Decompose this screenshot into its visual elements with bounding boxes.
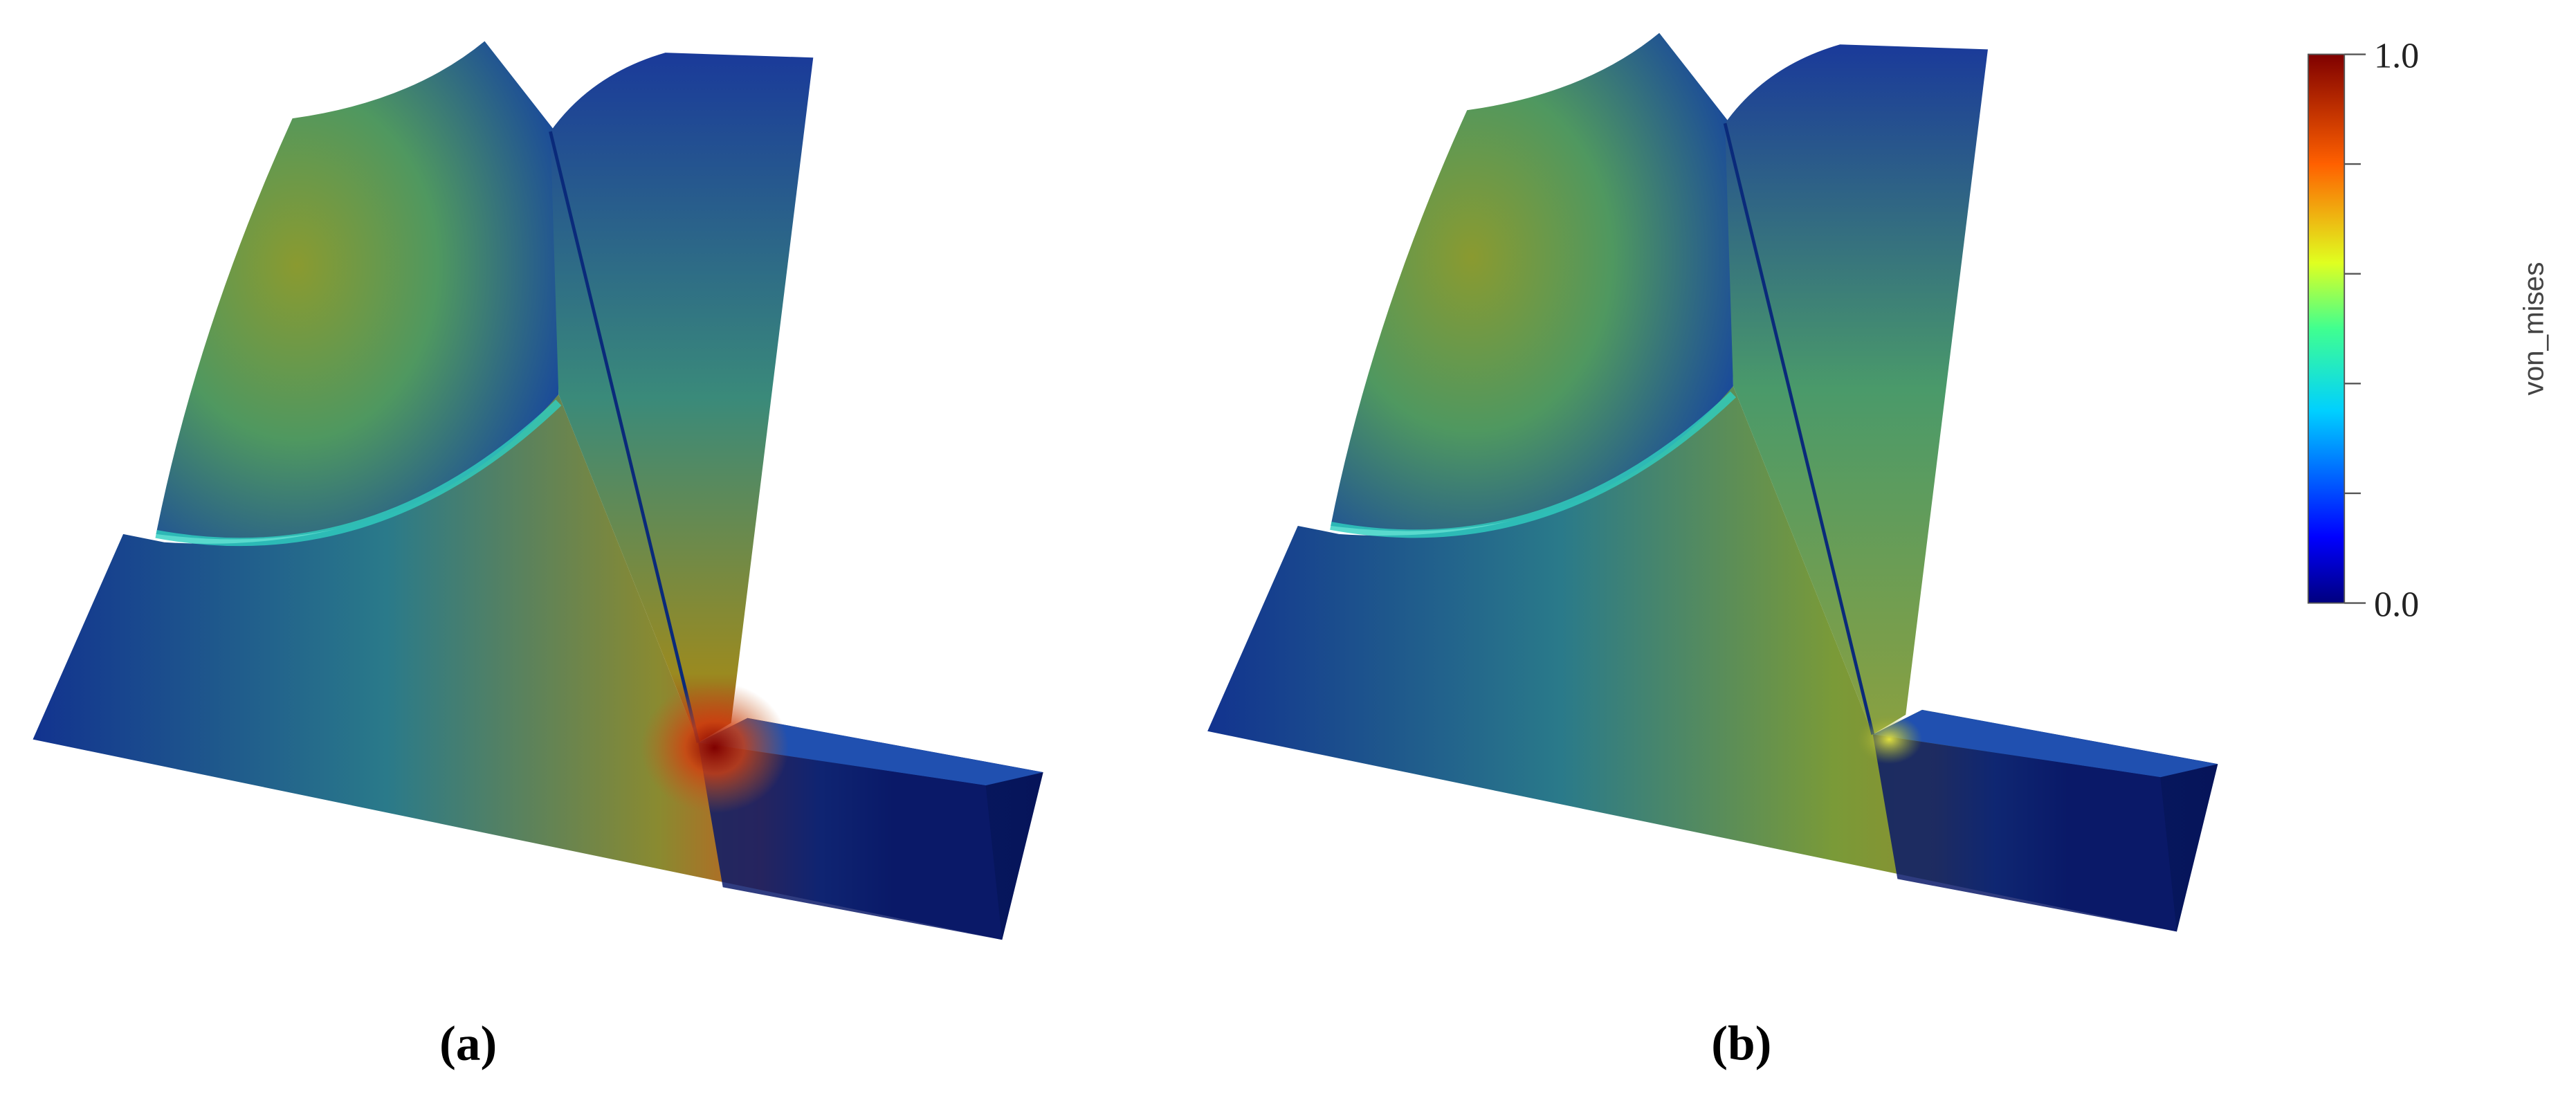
panel <box>33 41 1043 940</box>
block-front <box>698 742 1003 940</box>
tick-label: 0.0 <box>2374 585 2419 625</box>
wing-lip <box>155 399 562 547</box>
panel-caption: (b) <box>1711 1017 1771 1071</box>
block-front <box>1872 734 2177 932</box>
block-top <box>1872 709 2218 778</box>
colorbar-title: von_mises <box>2518 262 2550 396</box>
panels: (a) (b) <box>33 33 2218 1071</box>
panel-caption: (a) <box>439 1017 497 1071</box>
tick-label: 1.0 <box>2374 35 2419 75</box>
colorbar: von_mises 0.0 1.0 <box>2308 35 2550 625</box>
colorbar-gradient <box>2308 53 2346 604</box>
wing-face <box>156 41 559 540</box>
wing-lip <box>1330 391 1737 538</box>
tower-edge <box>1723 122 1875 736</box>
tower <box>550 53 814 743</box>
tower-edge <box>549 131 700 743</box>
panel <box>1207 33 2218 932</box>
wing-face <box>1331 33 1733 531</box>
stress-spot <box>1856 714 1923 765</box>
stress-spot <box>641 682 789 814</box>
tower <box>1725 44 1988 735</box>
